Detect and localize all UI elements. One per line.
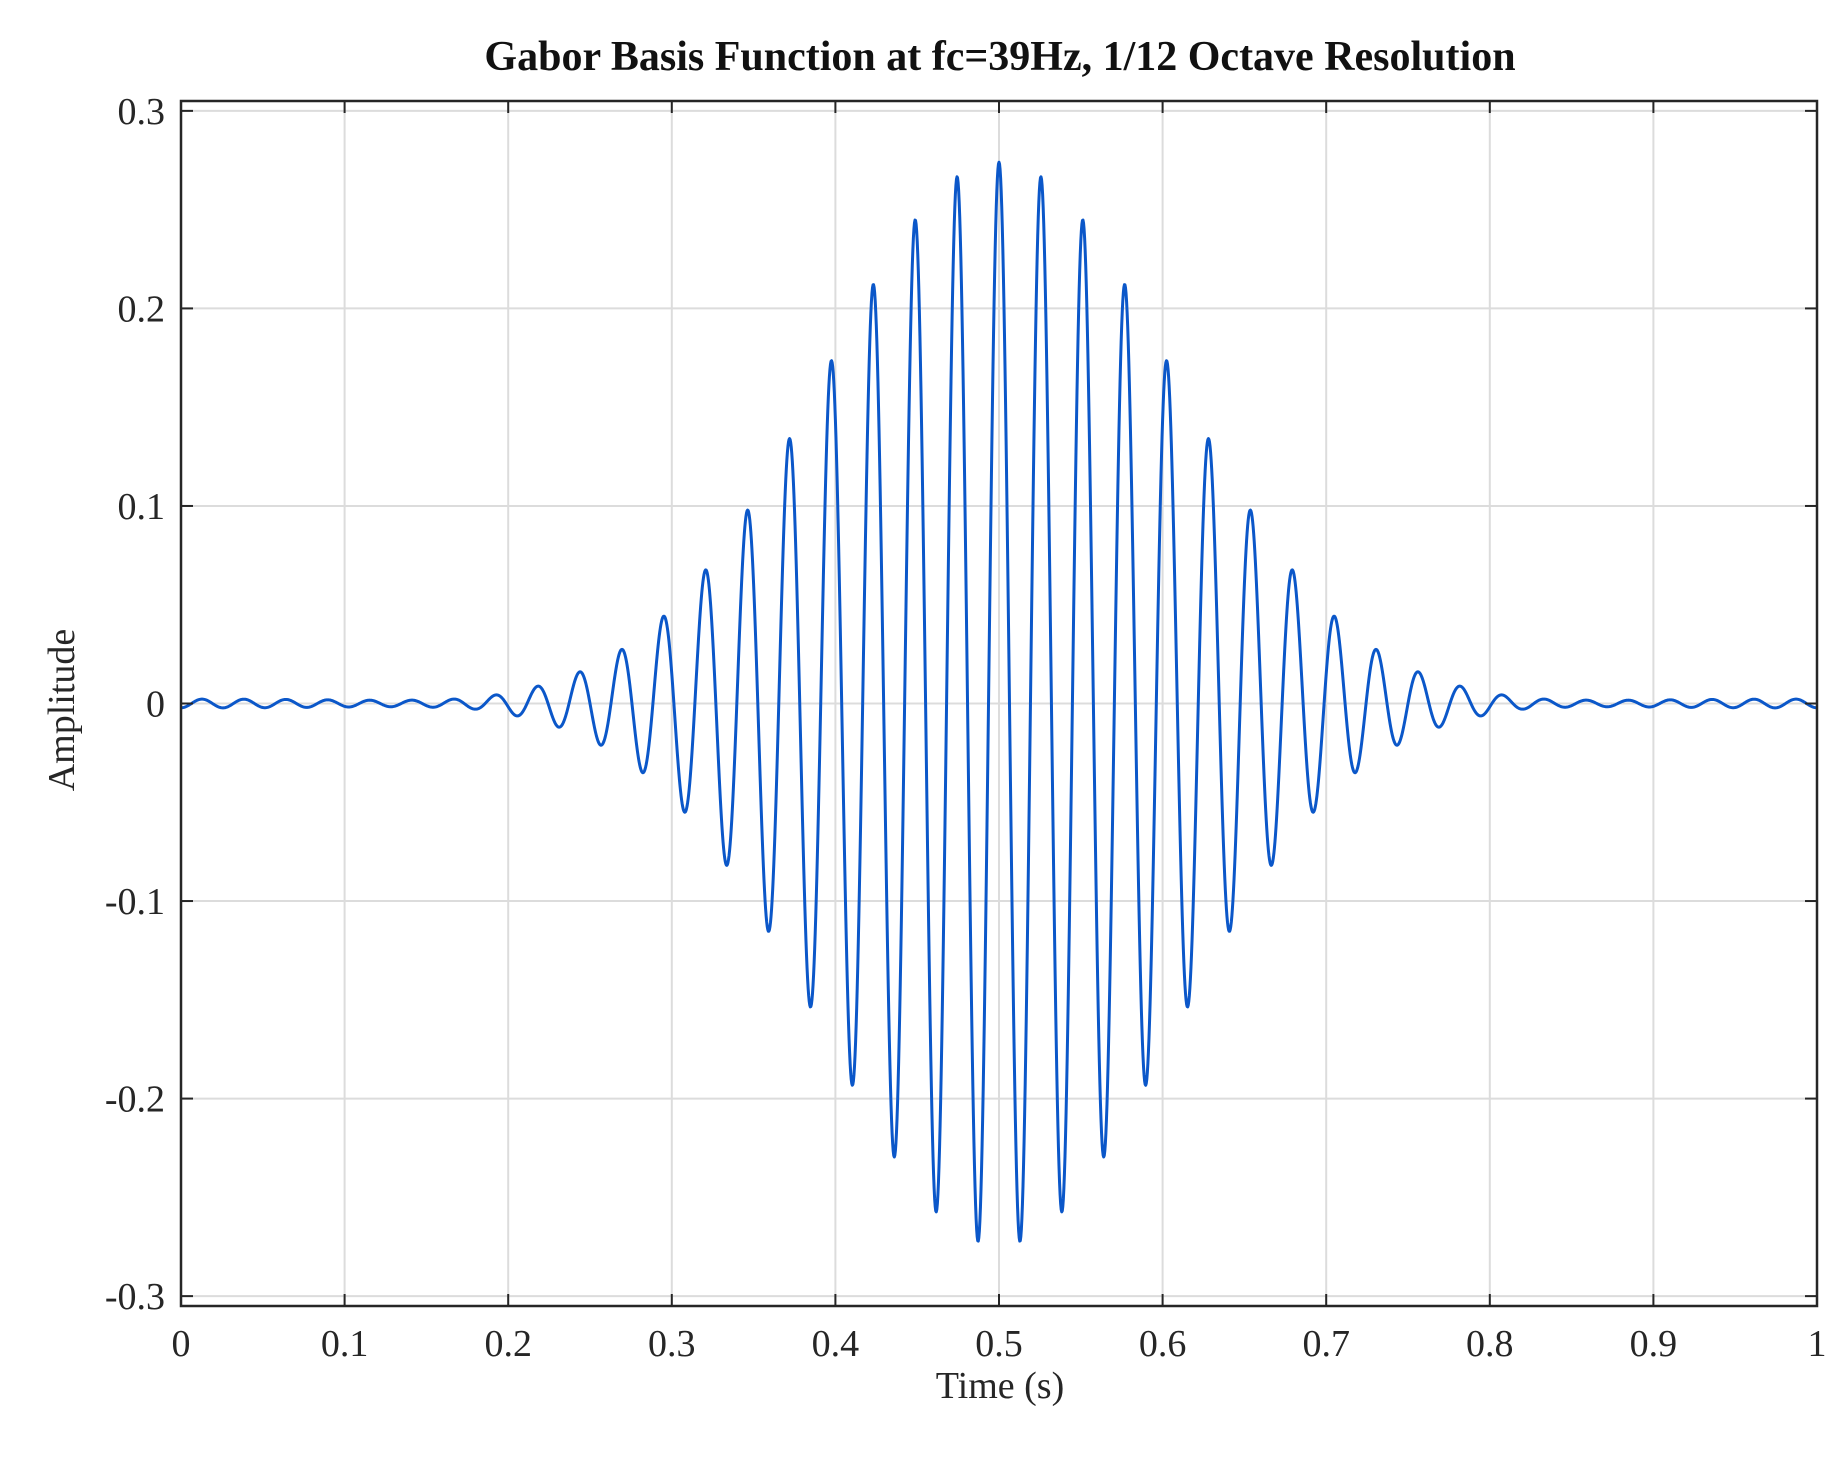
y-tick-label: 0.1 <box>118 486 166 528</box>
x-tick-label: 0 <box>172 1323 191 1365</box>
y-tick-label: -0.3 <box>105 1276 165 1318</box>
y-tick-label: 0.2 <box>118 288 166 330</box>
x-axis-label: Time (s) <box>936 1365 1064 1407</box>
y-tick-label: -0.2 <box>105 1079 165 1121</box>
x-tick-label: 0.8 <box>1466 1323 1514 1365</box>
tick-label-layer: 0 0.1 0.2 0.3 0.4 0.5 0.6 0.7 0.8 0.9 1 -0.3 -0.2 -0.… <box>105 91 1827 1365</box>
y-tick-label: -0.1 <box>105 881 165 923</box>
y-tick-label: 0 <box>146 684 165 726</box>
grid-layer <box>181 101 1817 1306</box>
chart-title: Gabor Basis Function at fc=39Hz, 1/12 Oc… <box>484 34 1515 80</box>
x-tick-label: 0.7 <box>1302 1323 1350 1365</box>
x-tick-label: 0.5 <box>975 1323 1023 1365</box>
x-tick-label: 0.4 <box>812 1323 860 1365</box>
series-layer <box>180 160 1818 1243</box>
x-tick-label: 0.9 <box>1630 1323 1678 1365</box>
axes-layer <box>179 99 1819 1308</box>
x-tick-label: 0.6 <box>1139 1323 1187 1365</box>
series-line <box>180 160 1818 1243</box>
x-tick-label: 0.2 <box>484 1323 532 1365</box>
y-tick-label: 0.3 <box>118 91 166 133</box>
x-tick-label: 0.1 <box>321 1323 369 1365</box>
x-tick-label: 0.3 <box>648 1323 696 1365</box>
y-axis-label: Amplitude <box>41 629 83 792</box>
x-tick-label: 1 <box>1808 1323 1827 1365</box>
